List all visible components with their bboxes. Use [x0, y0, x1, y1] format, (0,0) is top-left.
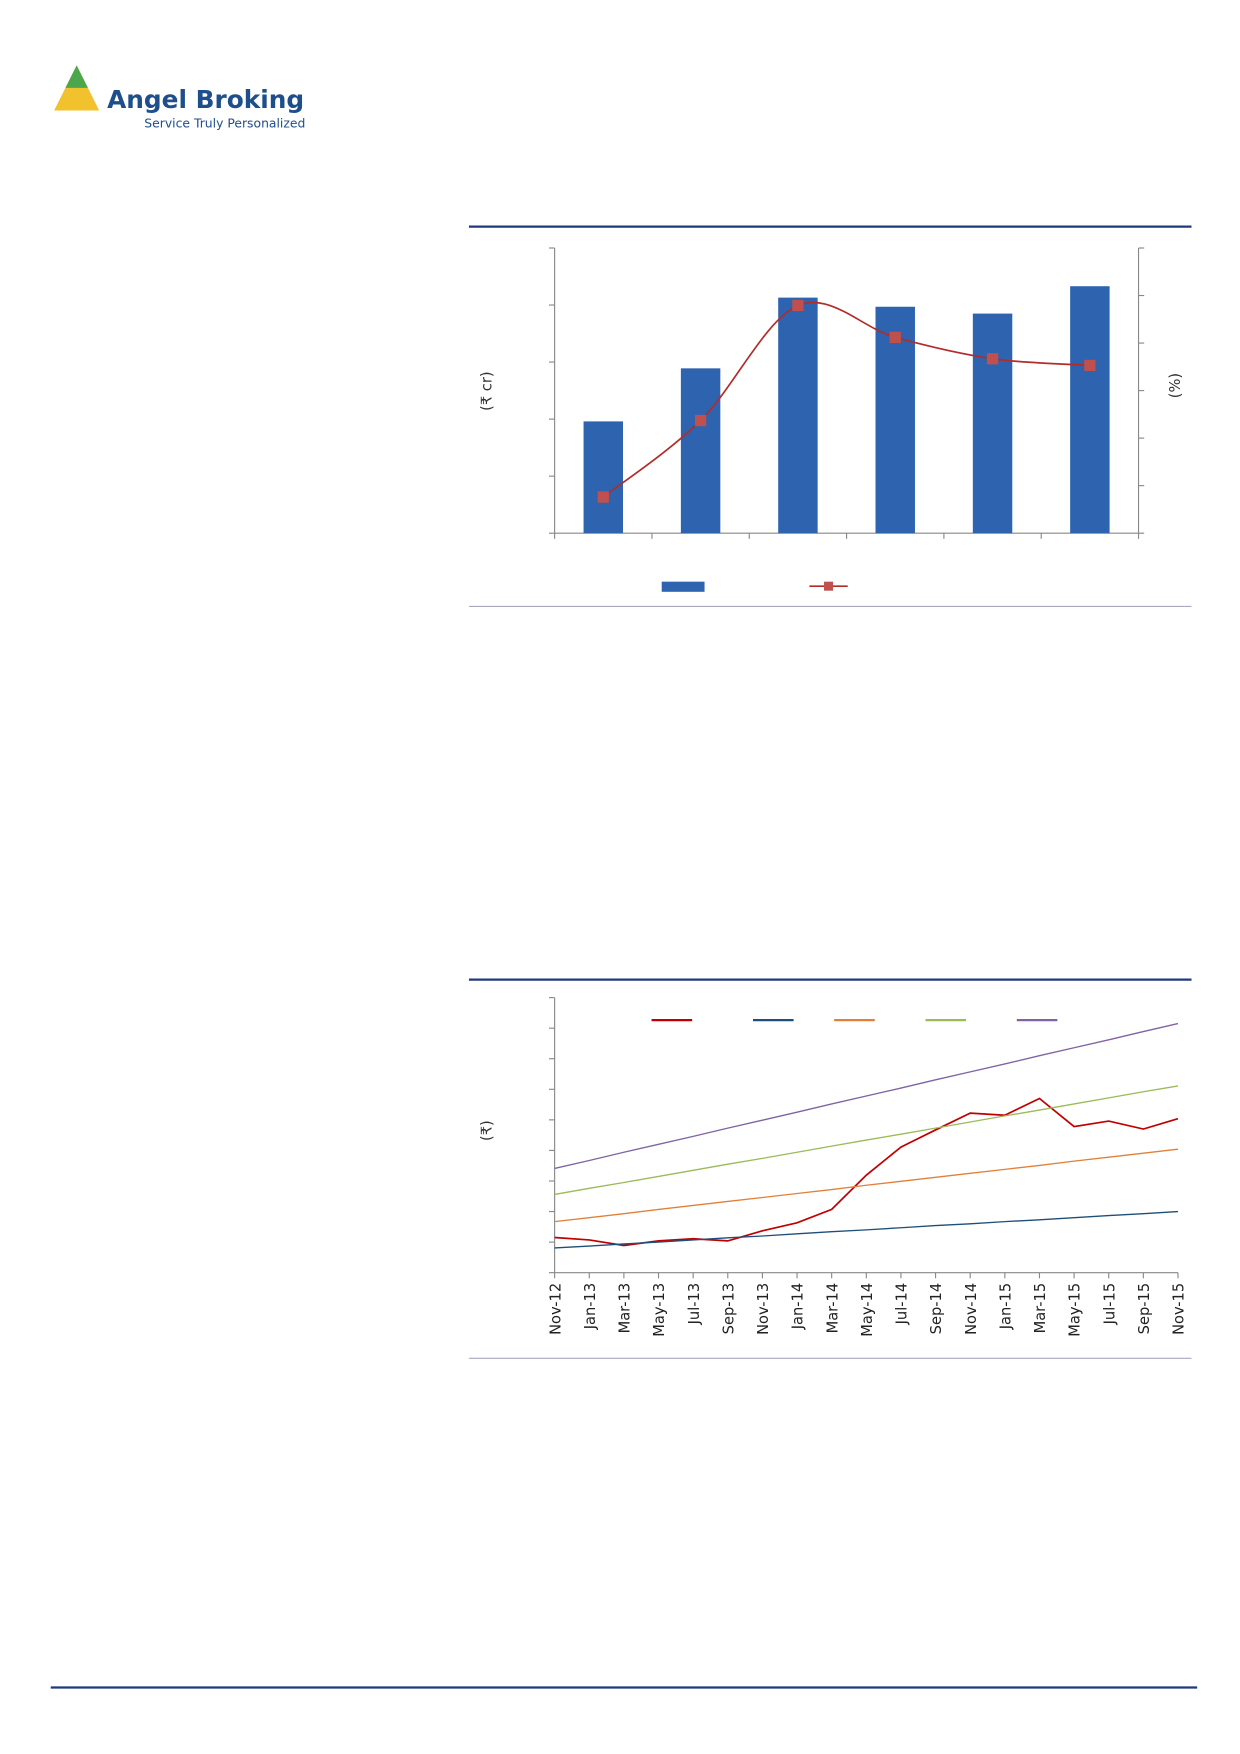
marker — [1084, 359, 1096, 372]
logo: Angel Broking Service Truly Personalized — [54, 65, 305, 130]
x-tick-label: Mar-14 — [824, 1283, 841, 1334]
marker — [597, 491, 609, 503]
x-tick-label: Mar-15 — [1032, 1283, 1049, 1334]
x-tick-label: Jul-13 — [686, 1283, 703, 1326]
line — [554, 1148, 1179, 1223]
bar — [972, 313, 1013, 534]
x-tick-label: Sep-13 — [720, 1283, 737, 1335]
x-tick-label: Jul-14 — [894, 1283, 911, 1326]
y-axis-label: (₹ cr) — [478, 371, 495, 410]
legend-swatch — [661, 581, 705, 592]
line — [554, 1097, 1179, 1247]
line — [554, 1022, 1179, 1170]
y-axis-label: (₹) — [478, 1120, 495, 1141]
x-tick-label: Jul-15 — [1101, 1283, 1118, 1326]
bar — [1070, 286, 1110, 534]
x-tick-label: Jan-13 — [582, 1283, 599, 1330]
x-tick-label: Sep-15 — [1136, 1283, 1153, 1335]
x-tick-label: Nov-12 — [547, 1283, 564, 1335]
x-tick-label: Nov-14 — [963, 1283, 980, 1335]
x-tick-label: May-15 — [1067, 1283, 1084, 1337]
x-tick-label: Mar-13 — [617, 1283, 634, 1334]
bar — [778, 297, 818, 534]
legend-marker — [824, 581, 834, 591]
line — [554, 1210, 1179, 1249]
marker — [694, 414, 707, 427]
x-tick-label: Nov-13 — [755, 1283, 772, 1335]
x-tick-label: Jan-14 — [790, 1283, 807, 1330]
bar — [583, 421, 624, 534]
x-tick-label: Sep-14 — [928, 1283, 945, 1335]
x-tick-label: May-13 — [651, 1283, 668, 1337]
brand: Angel Broking — [107, 85, 304, 114]
line — [602, 301, 1090, 498]
marker — [792, 299, 804, 312]
y2-axis-label: (%) — [1167, 373, 1184, 398]
x-tick-label: Nov-15 — [1171, 1283, 1188, 1335]
tagline: Service Truly Personalized — [144, 115, 305, 130]
marker — [889, 331, 901, 343]
x-tick-label: Jan-15 — [997, 1283, 1014, 1330]
marker — [986, 353, 999, 365]
bar — [680, 368, 721, 534]
x-tick-label: May-14 — [859, 1283, 876, 1337]
line — [554, 1085, 1179, 1196]
bar — [875, 306, 915, 534]
